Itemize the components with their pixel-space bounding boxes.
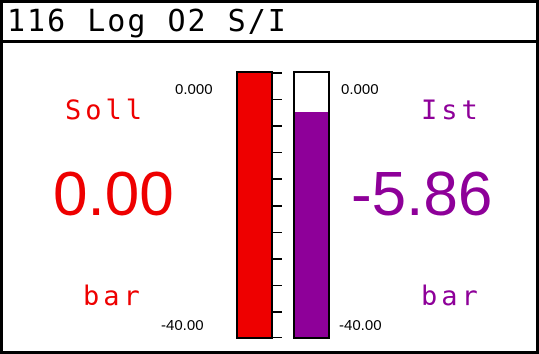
scale-tick	[273, 98, 282, 101]
page-title: 116 Log O2 S/I	[7, 4, 288, 39]
right-scale-bottom-label: -40.00	[339, 317, 382, 334]
scale-ticks	[273, 72, 282, 338]
right-scale-top-label: 0.000	[341, 81, 379, 98]
setpoint-unit: bar	[83, 281, 144, 312]
setpoint-label: Soll	[65, 95, 147, 126]
scale-tick	[273, 178, 282, 180]
setpoint-bar-fill	[238, 73, 271, 337]
left-scale-bottom-label: -40.00	[161, 317, 204, 334]
scale-tick	[273, 258, 282, 260]
actual-label: Ist	[421, 95, 482, 126]
actual-bar-fill	[295, 111, 328, 337]
actual-value: -5.86	[351, 160, 493, 229]
setpoint-value: 0.00	[53, 160, 174, 229]
left-scale-top-label: 0.000	[175, 81, 213, 98]
setpoint-bar	[236, 71, 273, 339]
title-bar: 116 Log O2 S/I	[3, 3, 536, 43]
actual-bar	[293, 71, 330, 339]
scale-tick	[273, 72, 282, 74]
scale-tick	[273, 311, 282, 313]
actual-unit: bar	[421, 281, 482, 312]
scale-tick	[273, 284, 282, 287]
scale-tick	[273, 336, 282, 338]
scale-tick	[273, 205, 282, 207]
scale-tick	[273, 151, 282, 154]
scale-tick	[273, 125, 282, 127]
scale-tick	[273, 231, 282, 234]
